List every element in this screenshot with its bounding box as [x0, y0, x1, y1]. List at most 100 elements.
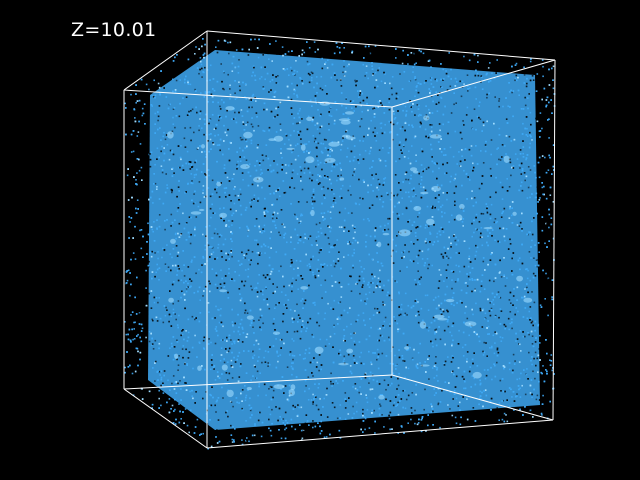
particle	[152, 367, 154, 369]
particle	[269, 363, 271, 366]
particle	[311, 77, 313, 79]
particle	[408, 195, 410, 198]
particle	[383, 320, 386, 323]
particle	[333, 193, 335, 195]
particle	[424, 294, 427, 297]
particle	[321, 57, 323, 60]
particle	[414, 409, 416, 412]
particle	[162, 321, 165, 324]
particle	[168, 398, 171, 400]
particle	[498, 127, 501, 130]
particle	[189, 83, 192, 86]
particle	[420, 186, 422, 188]
particle	[300, 406, 303, 409]
particle	[213, 128, 216, 130]
particle	[202, 432, 204, 435]
particle	[130, 93, 132, 96]
particle	[229, 98, 231, 100]
particle	[228, 178, 231, 181]
particle	[146, 396, 148, 399]
particle	[183, 275, 186, 277]
particle	[366, 409, 369, 411]
particle	[520, 181, 523, 184]
particle	[260, 329, 263, 331]
particle	[389, 362, 392, 365]
particle	[397, 384, 400, 387]
particle	[178, 167, 180, 169]
particle	[290, 66, 292, 69]
particle	[482, 213, 485, 215]
particle	[534, 377, 536, 380]
particle	[330, 372, 332, 375]
particle	[344, 207, 347, 210]
particle	[292, 149, 294, 151]
particle	[253, 354, 256, 357]
particle	[152, 348, 155, 350]
particle	[387, 193, 389, 196]
particle	[161, 145, 163, 148]
particle	[208, 225, 211, 227]
particle	[452, 155, 455, 158]
particle	[319, 398, 321, 400]
particle	[132, 150, 135, 153]
particle	[339, 404, 342, 406]
particle	[186, 150, 189, 153]
particle	[158, 397, 160, 400]
particle	[238, 59, 240, 61]
particle	[462, 355, 465, 357]
particle	[311, 244, 313, 247]
particle	[229, 84, 231, 87]
particle	[135, 179, 137, 181]
particle	[174, 313, 176, 315]
particle	[414, 193, 417, 196]
particle	[477, 54, 479, 57]
particle	[280, 418, 283, 421]
particle	[449, 331, 451, 334]
particle	[430, 79, 432, 81]
particle	[434, 333, 436, 335]
particle	[412, 66, 414, 68]
particle	[452, 356, 455, 358]
particle	[306, 201, 308, 203]
particle	[455, 397, 458, 400]
particle	[496, 148, 498, 150]
particle	[152, 202, 154, 204]
particle	[188, 163, 190, 165]
particle	[359, 101, 362, 104]
particle	[442, 231, 445, 233]
particle	[417, 216, 419, 218]
particle	[525, 158, 527, 161]
particle	[349, 365, 352, 367]
particle	[541, 414, 543, 416]
particle	[168, 158, 171, 161]
particle	[454, 281, 457, 283]
particle	[462, 120, 464, 122]
particle	[451, 287, 453, 290]
particle	[280, 428, 282, 431]
particle	[373, 409, 375, 412]
particle	[474, 258, 476, 260]
particle	[508, 135, 511, 138]
particle	[158, 342, 161, 345]
particle	[162, 392, 165, 394]
particle	[425, 242, 427, 244]
particle	[403, 389, 406, 392]
particle	[191, 259, 193, 262]
particle	[250, 97, 253, 100]
particle	[263, 356, 265, 359]
particle	[544, 242, 546, 245]
particle	[220, 347, 223, 349]
particle	[186, 424, 189, 427]
particle	[259, 372, 261, 374]
particle	[480, 227, 483, 229]
particle	[300, 300, 302, 302]
particle	[526, 197, 529, 199]
particle	[461, 221, 464, 223]
particle	[254, 287, 256, 290]
particle	[542, 365, 544, 367]
particle	[358, 356, 361, 358]
particle	[501, 337, 504, 339]
particle	[401, 197, 403, 199]
particle	[469, 366, 472, 368]
particle	[181, 269, 183, 272]
